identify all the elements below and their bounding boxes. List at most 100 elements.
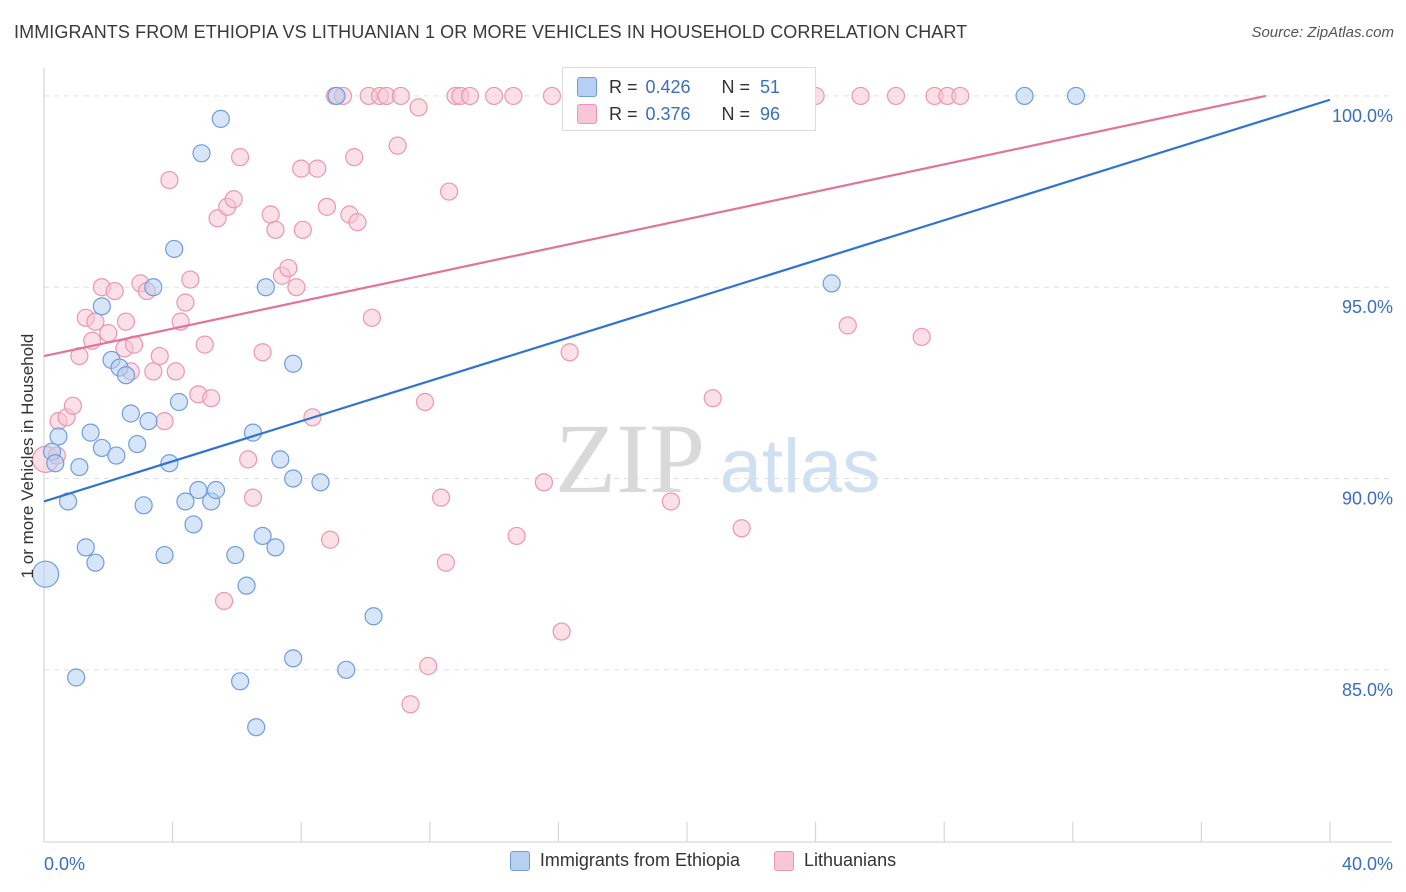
ethiopia-point-9 [86,553,105,572]
lithuanians-point-41 [287,278,306,297]
lithuanians-point-40 [279,258,298,278]
ethiopia-point-8 [81,423,100,442]
lithuanians-point-38 [266,220,285,239]
ethiopia-point-15 [116,366,136,385]
ethiopia-point-31 [211,109,230,128]
ethiopia-point-42 [284,469,303,488]
x-tick-label-1: 40.0% [1342,854,1393,874]
ethiopia-point-21 [155,545,174,565]
lithuanians-point-63 [431,488,451,507]
ethiopia-point-6 [70,457,89,477]
lithuanians-point-82 [703,389,722,408]
stats-r-label: R = [609,76,638,97]
ethiopia-point-23 [165,239,184,259]
lithuanians-point-65 [439,182,459,201]
ethiopia-point-45 [327,86,346,106]
ethiopia-point-38 [256,278,275,297]
ethiopia-point-16 [121,404,140,423]
lithuanians-point-91 [886,86,906,106]
lithuanians-point-36 [253,343,272,362]
ethiopia-point-46 [337,660,356,679]
lithuanians-point-46 [317,197,337,216]
stats-n-label: N = [721,76,751,97]
ethiopia-point-19 [139,412,158,431]
y-axis-label: 1 or more Vehicles in Household [18,333,37,579]
ethiopia-point-36 [247,718,266,737]
lithuanians-point-34 [239,450,258,469]
lithuanians-point-18 [144,362,163,381]
lithuanians-trend-line [43,94,1266,358]
watermark-atlas: atlas [720,424,881,509]
trend-lines [43,94,1331,503]
lithuanians-point-58 [391,86,410,106]
stats-swatch-ethiopia [577,77,597,97]
stats-row-lithuanians: R = 0.376 N = 96 [577,101,780,127]
stats-swatch-lithuanians [577,104,597,124]
ethiopia-point-2 [46,454,65,473]
ethiopia-point-20 [144,278,163,297]
lithuanians-point-24 [176,293,195,312]
lithuanians-point-54 [362,308,382,327]
ethiopia-point-0 [32,560,60,588]
ethiopia-point-44 [311,473,330,492]
x-tick-label-0: 0.0% [44,854,85,874]
watermark: ZIP atlas [555,403,880,514]
ethiopia-point-11 [92,297,111,316]
ethiopia-point-7 [76,538,95,557]
ethiopia-trend-line [43,98,1331,503]
ethiopia-point-3 [49,427,68,446]
legend-label-lithuanians: Lithuanians [804,850,897,870]
lithuanians-point-73 [542,86,562,106]
lithuanians-point-51 [345,148,364,167]
ethiopia-point-47 [364,607,383,626]
lithuanians-point-22 [166,362,185,381]
ethiopia-point-40 [271,450,290,469]
lithuanians-point-59 [401,695,420,714]
lithuanians-point-27 [195,335,214,354]
lithuanians-point-20 [155,412,174,431]
ethiopia-point-30 [206,480,226,500]
ethiopia-points [32,86,1086,737]
ethiopia-point-10 [92,438,111,458]
stats-r-label: R = [609,103,638,124]
legend-label-ethiopia: Immigrants from Ethiopia [539,850,740,870]
legend-item-ethiopia: Immigrants from Ethiopia [509,850,740,871]
ethiopia-point-43 [284,649,303,668]
lithuanians-point-71 [507,526,526,546]
lithuanians-point-19 [150,346,169,366]
ethiopia-point-33 [231,672,250,691]
stats-box: R = 0.426 N = 51 R = 0.376 N = 96 [562,67,816,131]
lithuanians-point-4 [63,396,83,415]
stats-n-value-ethiopia: 51 [760,76,781,97]
stats-r-value-ethiopia: 0.426 [645,76,691,97]
stats-r-value-lithuanians: 0.376 [645,103,691,124]
watermark-zip: ZIP [555,403,705,514]
lithuanians-point-72 [534,473,554,492]
lithuanians-point-90 [851,86,870,106]
lithuanians-point-43 [293,220,312,239]
lithuanians-point-89 [838,316,857,335]
lithuanians-point-69 [485,86,504,106]
legend-item-lithuanians: Lithuanians [774,850,896,871]
ethiopia-point-37 [253,526,272,546]
lithuanians-point-45 [308,159,327,178]
ethiopia-point-25 [176,492,195,511]
lithuanians-point-57 [388,136,407,155]
lithuanians-point-62 [419,656,438,676]
lithuanians-point-25 [181,270,200,289]
source-label: Source: ZipAtlas.com [1251,24,1394,41]
lithuanians-point-10 [99,324,118,343]
lithuanians-point-37 [261,205,280,224]
lithuanians-point-75 [560,343,579,362]
ethiopia-point-26 [184,515,203,534]
y-tick-label-0: 85.0% [1342,680,1393,700]
legend-swatch-lithuanians [774,850,794,871]
lithuanians-point-11 [105,281,124,301]
lithuanians-point-74 [552,622,571,641]
legend-swatch-ethiopia [509,850,530,871]
y-tick-label-2: 95.0% [1342,297,1393,317]
stats-n-value-lithuanians: 96 [760,103,781,124]
lithuanians-point-42 [292,159,311,178]
lithuanians-point-47 [321,530,340,549]
